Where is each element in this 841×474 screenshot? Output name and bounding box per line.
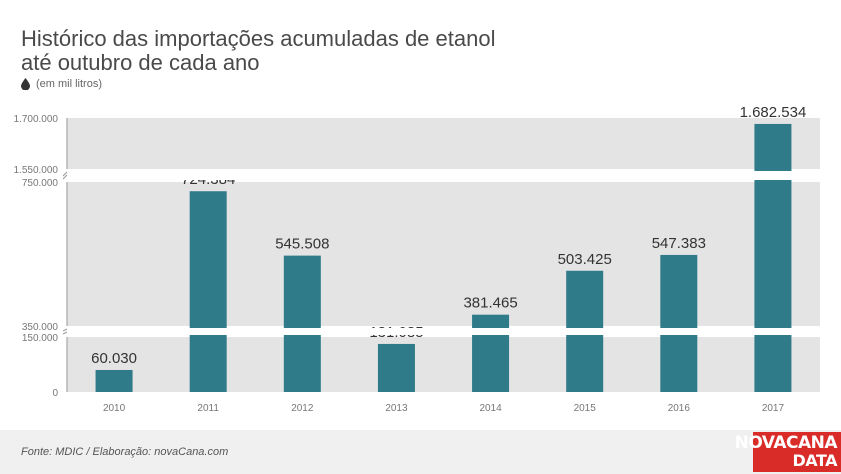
- y-tick-label: 1.550.000: [14, 165, 59, 176]
- bar-value-label: 381.465: [463, 295, 517, 312]
- axis-break-band: [67, 328, 820, 335]
- x-tick-label: 2016: [668, 403, 691, 414]
- x-tick-label: 2012: [291, 403, 314, 414]
- source-note: Fonte: MDIC / Elaboração: novaCana.com: [21, 446, 229, 458]
- bar: [95, 369, 133, 392]
- y-tick-label: 150.000: [22, 333, 59, 344]
- logo-line2: DATA: [792, 451, 838, 470]
- chart-title-line1: Histórico das importações acumuladas de …: [21, 26, 496, 51]
- axis-break-band: [67, 171, 820, 180]
- bar-value-label: 545.508: [275, 236, 329, 253]
- x-tick-label: 2011: [197, 403, 219, 414]
- bar-value-label: 503.425: [558, 251, 612, 268]
- bar: [283, 255, 321, 392]
- plot-panel: [67, 118, 820, 169]
- bar-value-label: 60.030: [91, 350, 137, 367]
- x-tick-label: 2014: [479, 403, 502, 414]
- y-tick-label: 0: [52, 388, 58, 399]
- brand-logo: NOVACANA DATA: [735, 432, 841, 472]
- axis-break-mark: [62, 328, 68, 335]
- x-tick-label: 2017: [762, 403, 785, 414]
- bar: [660, 254, 698, 392]
- bar: [472, 314, 510, 392]
- bar-value-label: 1.682.534: [740, 104, 807, 121]
- unit-text: (em mil litros): [36, 78, 102, 90]
- bar: [377, 343, 415, 392]
- axis-break-mark: [62, 171, 68, 180]
- y-tick-label: 750.000: [22, 178, 59, 189]
- plot-panel: [67, 337, 820, 392]
- chart-title: Histórico das importações acumuladas de …: [21, 27, 621, 75]
- logo-line1: NOVACANA: [734, 433, 838, 453]
- plot-panel: [67, 182, 820, 326]
- bar: [189, 191, 227, 392]
- y-tick-label: 350.000: [22, 322, 59, 333]
- chart-title-line2: até outubro de cada ano: [21, 50, 260, 75]
- bar-value-label: 547.383: [652, 235, 706, 252]
- x-tick-label: 2013: [385, 403, 408, 414]
- x-tick-label: 2015: [574, 403, 597, 414]
- footer-bar: [0, 430, 841, 474]
- bar-chart: 60.0302010724.3842011545.5082012131.0852…: [14, 104, 820, 414]
- bar: [754, 123, 792, 392]
- unit-label: (em mil litros): [21, 78, 102, 90]
- y-tick-label: 1.700.000: [14, 114, 59, 125]
- drop-icon: [21, 78, 30, 90]
- x-tick-label: 2010: [103, 403, 126, 414]
